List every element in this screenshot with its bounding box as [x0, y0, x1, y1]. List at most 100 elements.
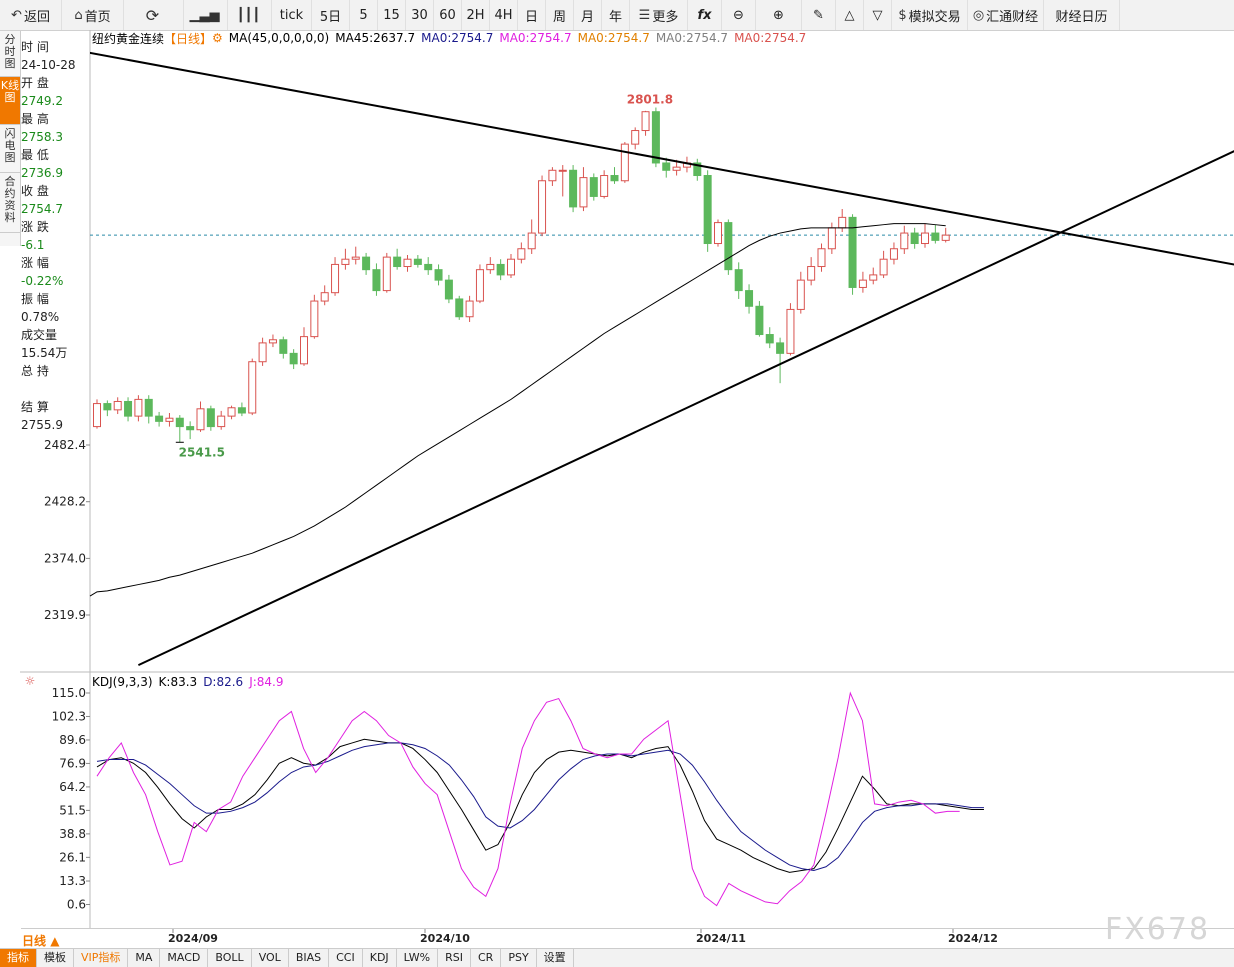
- period-15m[interactable]: 15: [378, 0, 406, 30]
- candlestick-icon: ┃┃┃: [236, 7, 261, 23]
- candle-body: [113, 400, 122, 411]
- kdj-params[interactable]: KDJ(9,3,3): [92, 675, 153, 689]
- tab-kdj[interactable]: KDJ: [363, 949, 397, 967]
- candle-body: [776, 342, 785, 354]
- chart-type-button[interactable]: ▁▃▅: [184, 0, 228, 30]
- candle-body: [320, 292, 329, 302]
- ma-params[interactable]: MA(45,0,0,0,0,0): [228, 31, 330, 45]
- settings-gear-icon[interactable]: ⚙: [212, 31, 223, 45]
- period-30m[interactable]: 30: [406, 0, 434, 30]
- period-2h[interactable]: 2H: [462, 0, 490, 30]
- candle-body: [444, 279, 453, 300]
- candle-body: [807, 266, 816, 281]
- tab-vol[interactable]: VOL: [252, 949, 289, 967]
- candle-body: [144, 398, 153, 417]
- refresh-button[interactable]: ⟳: [124, 0, 184, 30]
- formula-button[interactable]: fx: [688, 0, 722, 30]
- tab-rsi[interactable]: RSI: [438, 949, 471, 967]
- tab-bias[interactable]: BIAS: [289, 949, 330, 967]
- sim-trade-button[interactable]: $ 模拟交易: [892, 0, 968, 30]
- back-button[interactable]: ↶ 返回: [0, 0, 62, 30]
- tab-settings[interactable]: 设置: [537, 949, 574, 967]
- huitong-button[interactable]: ◎ 汇通财经: [968, 0, 1044, 30]
- kdj-tick-label: 26.1: [59, 850, 86, 864]
- kdj-settings-icon: ☼: [25, 674, 36, 688]
- candle-body: [838, 216, 847, 229]
- tab-macd[interactable]: MACD: [160, 949, 209, 967]
- low-annotation: 2541.5: [179, 445, 225, 459]
- tick-button[interactable]: tick: [272, 0, 312, 30]
- period-5m[interactable]: 5: [350, 0, 378, 30]
- kdj-tick-label: 38.8: [59, 827, 86, 841]
- period-month[interactable]: 月: [574, 0, 602, 30]
- kdj-k-value: K:83.3: [158, 675, 198, 689]
- tab-indicator[interactable]: 指标: [0, 949, 37, 967]
- candle-body: [507, 258, 515, 276]
- pct-label: 涨 幅: [21, 256, 49, 270]
- candle-body: [331, 263, 340, 294]
- kdj-plot: [96, 691, 984, 907]
- candle-body: [341, 258, 350, 265]
- low-value: 2736.9: [21, 166, 63, 180]
- kdj-tick-label: 89.6: [59, 733, 86, 747]
- price-tick-label: 2374.0: [44, 551, 86, 565]
- candle-body: [827, 227, 836, 250]
- candle-body: [362, 256, 371, 271]
- tab-boll[interactable]: BOLL: [208, 949, 252, 967]
- period-week[interactable]: 周: [546, 0, 574, 30]
- period-year[interactable]: 年: [602, 0, 630, 30]
- zoom-out-button[interactable]: ⊖: [722, 0, 756, 30]
- tab-cci[interactable]: CCI: [329, 949, 363, 967]
- zoom-in-button[interactable]: ⊕: [756, 0, 802, 30]
- tab-flash[interactable]: 闪电图: [0, 125, 20, 173]
- candle-body: [941, 234, 950, 241]
- indicator-bar: 指标 模板 VIP指标 MA MACD BOLL VOL BIAS CCI KD…: [0, 948, 1234, 967]
- candle-body: [579, 177, 588, 208]
- time-label: 时 间: [21, 40, 49, 54]
- tab-time-share[interactable]: 分时图: [0, 31, 20, 77]
- calendar-button[interactable]: 财经日历: [1044, 0, 1120, 30]
- candle-body: [351, 256, 360, 260]
- home-button[interactable]: ⌂ 首页: [62, 0, 124, 30]
- period-label[interactable]: 【日线】: [164, 31, 213, 46]
- candle-body: [796, 279, 805, 310]
- trendline: [137, 150, 1234, 667]
- candle-body: [569, 169, 578, 208]
- down-triangle-button[interactable]: ▽: [864, 0, 892, 30]
- candle-body: [382, 256, 391, 292]
- kdj-tick-label: 115.0: [52, 686, 86, 700]
- high-annotation: 2801.8: [627, 93, 673, 107]
- period-60m[interactable]: 60: [434, 0, 462, 30]
- candle-type-button[interactable]: ┃┃┃: [228, 0, 272, 30]
- up-triangle-button[interactable]: △: [836, 0, 864, 30]
- settle-label: 结 算: [21, 400, 49, 414]
- candlestick-plot: 2801.8 2541.5: [89, 51, 1234, 667]
- period-4h[interactable]: 4H: [490, 0, 518, 30]
- tab-vip-indicator[interactable]: VIP指标: [74, 949, 129, 967]
- triangle-down-icon: ▽: [872, 7, 883, 23]
- more-button[interactable]: ☰ 更多: [630, 0, 688, 30]
- tab-ma[interactable]: MA: [128, 949, 161, 967]
- candle-body: [279, 339, 288, 354]
- zoom-out-icon: ⊖: [733, 7, 744, 23]
- tab-kline[interactable]: K线图: [0, 77, 20, 125]
- tab-psy[interactable]: PSY: [501, 949, 537, 967]
- tab-template[interactable]: 模板: [37, 949, 74, 967]
- candle-body: [755, 305, 764, 336]
- draw-button[interactable]: ✎: [802, 0, 836, 30]
- ma0-value-4: MA0:2754.7: [655, 31, 729, 45]
- period-day[interactable]: 日: [518, 0, 546, 30]
- candle-body: [527, 232, 536, 250]
- period-selector[interactable]: 日线 ▲: [22, 934, 60, 948]
- candle-body: [93, 403, 101, 428]
- tab-lw[interactable]: LW%: [397, 949, 439, 967]
- candle-body: [631, 130, 640, 145]
- tab-cr[interactable]: CR: [471, 949, 502, 967]
- period-5d[interactable]: 5日: [312, 0, 350, 30]
- candle-body: [217, 415, 226, 428]
- settle-value: 2755.9: [21, 418, 63, 432]
- toolbar: ↶ 返回 ⌂ 首页 ⟳ ▁▃▅ ┃┃┃ tick 5日 5 15 30 60 2H …: [0, 0, 1234, 31]
- candle-body: [889, 248, 898, 260]
- tab-contract-info[interactable]: 合约资料: [0, 173, 20, 233]
